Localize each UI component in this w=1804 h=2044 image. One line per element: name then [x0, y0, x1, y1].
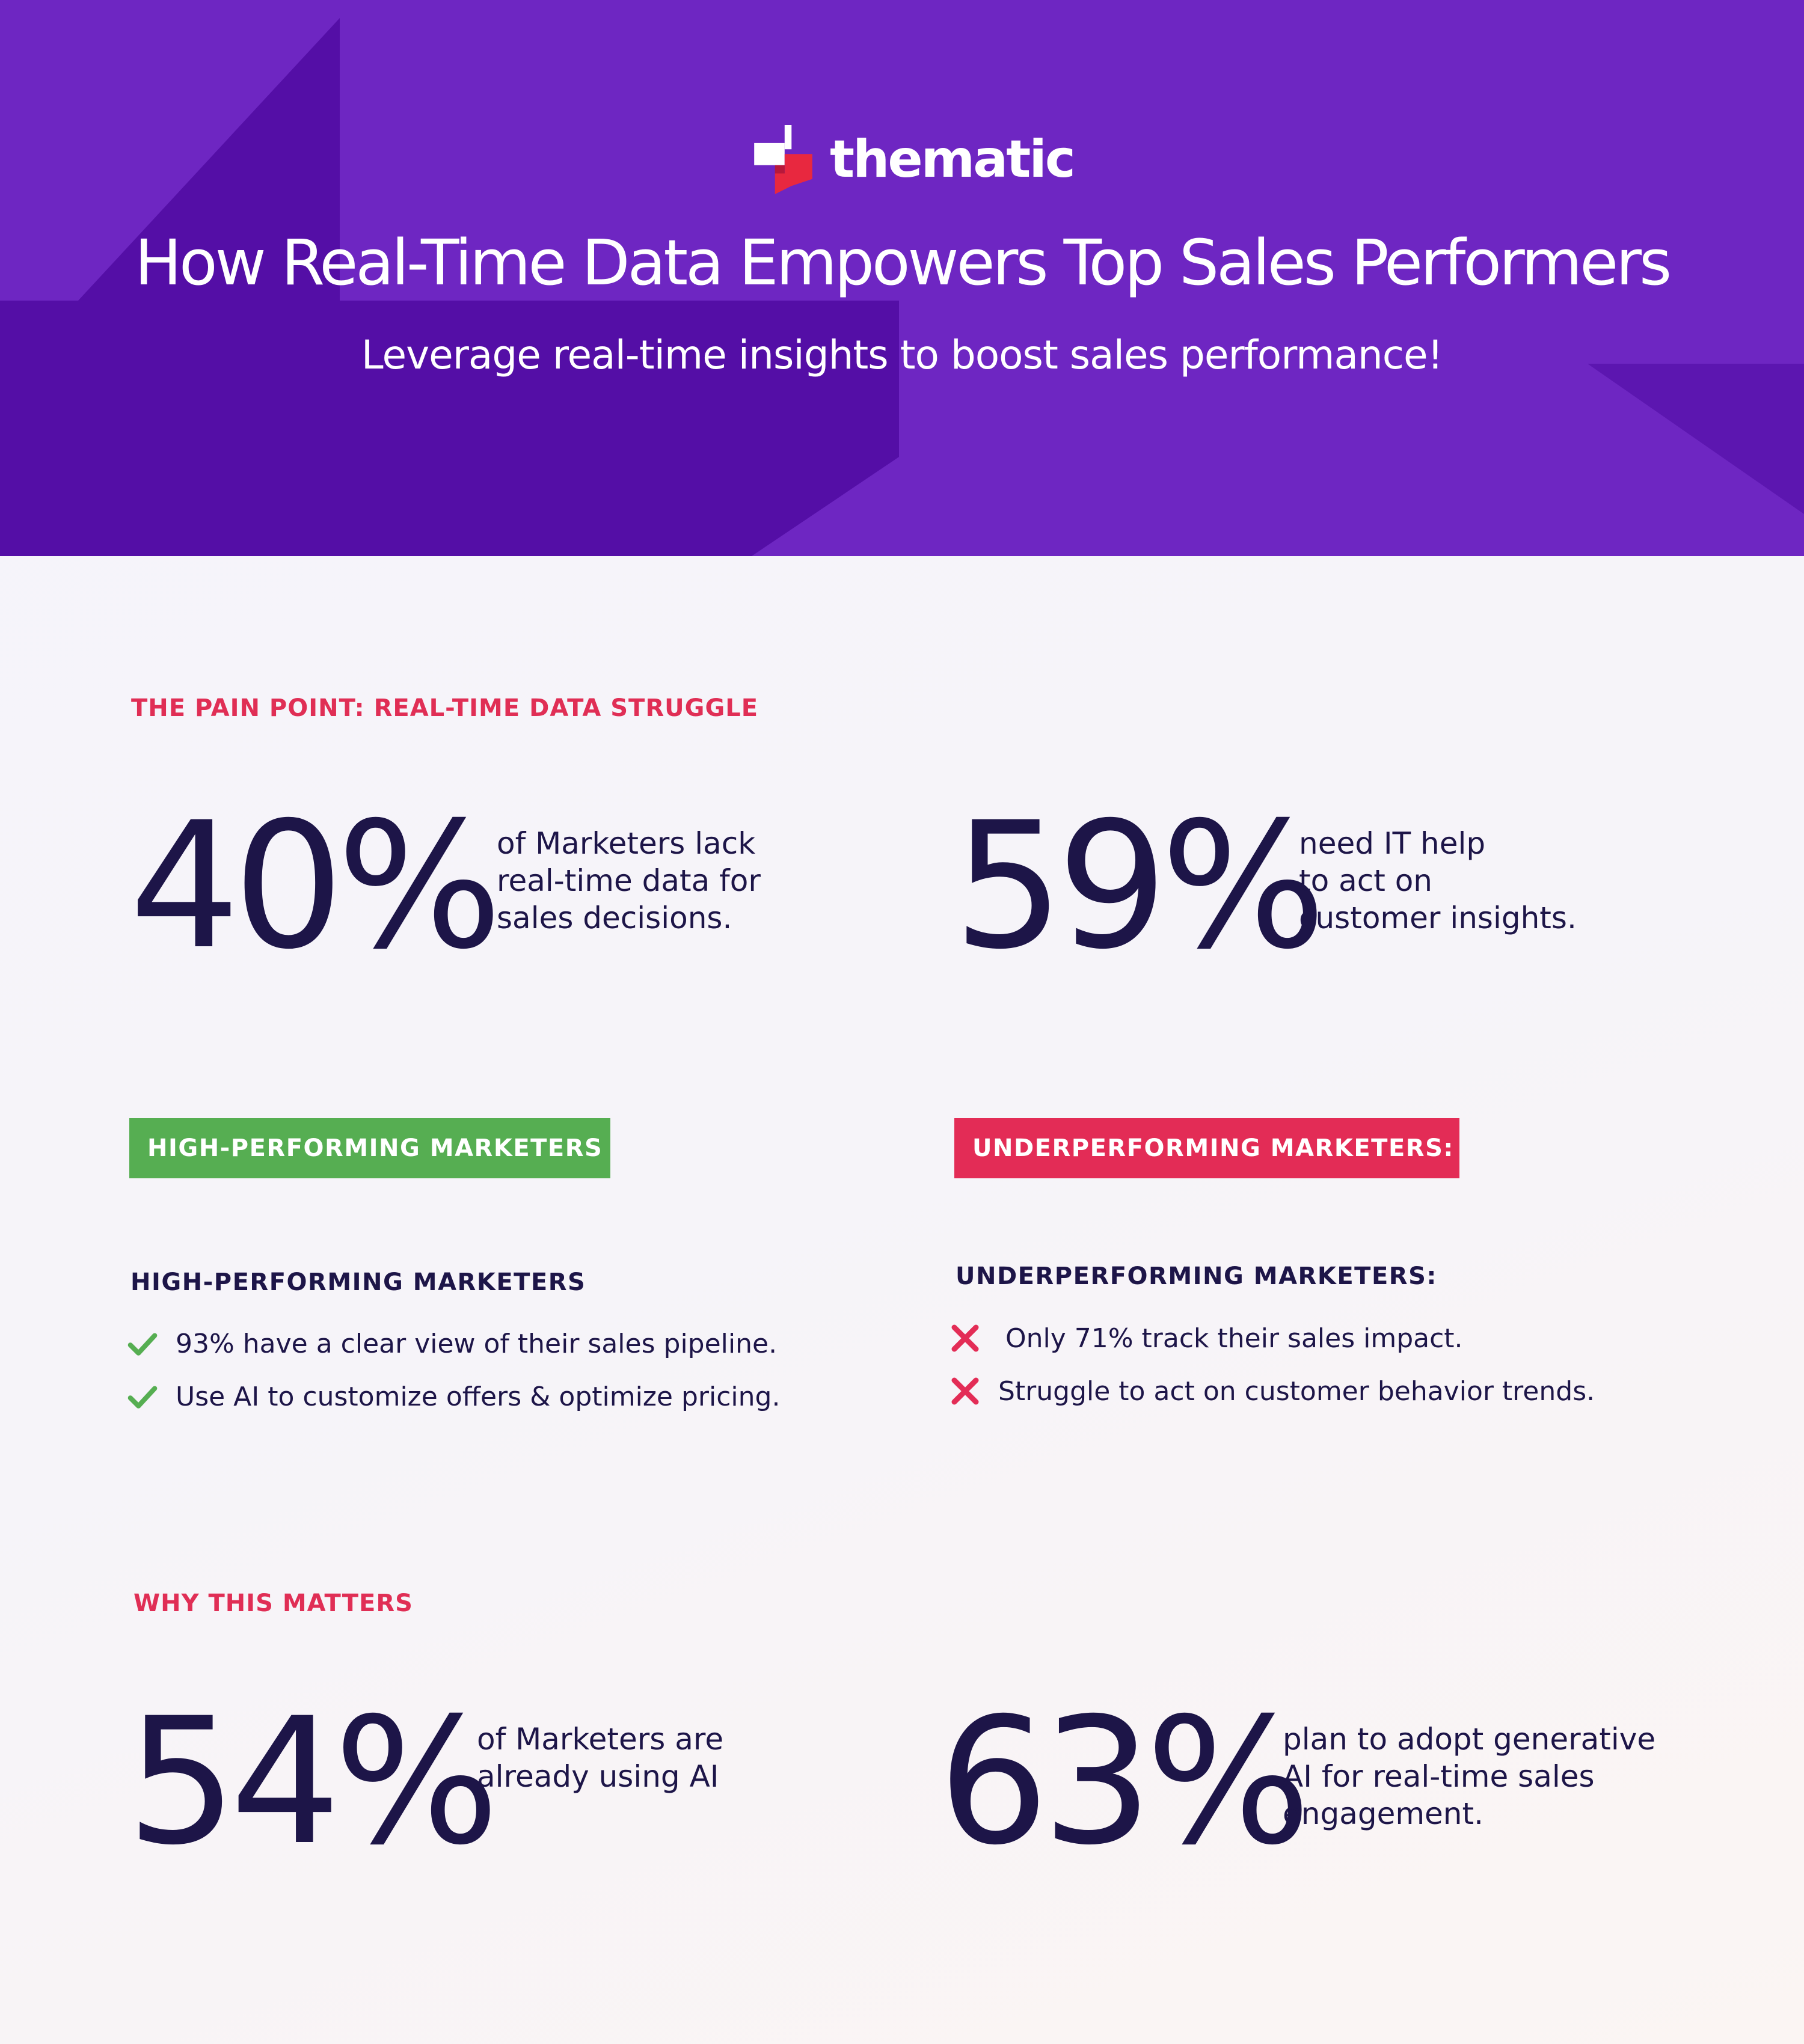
x-icon: [951, 1324, 979, 1352]
underperforming-heading: UNDERPERFORMING MARKETERS:: [956, 1262, 1437, 1290]
logo-wordmark: thematic: [830, 129, 1076, 189]
list-item-text: Struggle to act on customer behavior tre…: [998, 1375, 1595, 1407]
list-item: Only 71% track their sales impact.: [949, 1320, 1463, 1356]
hero-banner: thematic How Real-Time Data Empowers Top…: [0, 0, 1804, 556]
stat-value-54: 54%: [126, 1681, 500, 1883]
page-subtitle: Leverage real-time insights to boost sal…: [361, 332, 1443, 378]
stat-value-59: 59%: [953, 785, 1327, 988]
underperforming-badge: UNDERPERFORMING MARKETERS:: [954, 1118, 1459, 1178]
check-icon: [127, 1386, 158, 1409]
high-performing-heading: HIGH-PERFORMING MARKETERS: [130, 1268, 586, 1296]
thematic-logo: thematic: [749, 123, 1076, 195]
thematic-logo-icon: [754, 124, 812, 194]
why-matters-label: WHY THIS MATTERS: [133, 1590, 413, 1617]
stat-line: of Marketers lack: [497, 826, 756, 861]
stat-description-63: plan to adopt generative AI for real-tim…: [1283, 1721, 1655, 1832]
stat-line: sales decisions.: [497, 901, 732, 935]
stat-line: already using AI: [477, 1759, 719, 1794]
stat-value-63: 63%: [938, 1681, 1312, 1883]
stat-line: of Marketers are: [477, 1722, 724, 1757]
stat-value-40: 40%: [129, 785, 503, 988]
list-item: 93% have a clear view of their sales pip…: [126, 1326, 777, 1362]
stat-line: engagement.: [1283, 1796, 1483, 1831]
list-item-text: 93% have a clear view of their sales pip…: [176, 1328, 778, 1359]
pain-point-label: THE PAIN POINT: REAL-TIME DATA STRUGGLE: [131, 694, 759, 722]
stat-line: need IT help: [1299, 826, 1486, 861]
page-title: How Real-Time Data Empowers Top Sales Pe…: [134, 226, 1672, 299]
x-icon: [951, 1377, 979, 1405]
stat-line: plan to adopt generative: [1283, 1722, 1656, 1757]
list-item-text: Only 71% track their sales impact.: [1005, 1323, 1463, 1354]
stat-line: real-time data for: [497, 863, 761, 898]
stat-description-40: of Marketers lack real-time data for sal…: [497, 825, 761, 937]
high-performing-badge: HIGH-PERFORMING MARKETERS: [129, 1118, 610, 1178]
stat-description-59: need IT help to act on customer insights…: [1299, 825, 1577, 937]
list-item: Use AI to customize offers & optimize pr…: [126, 1378, 780, 1415]
list-item: Struggle to act on customer behavior tre…: [949, 1373, 1595, 1409]
stat-line: to act on: [1299, 863, 1432, 898]
stat-line: AI for real-time sales: [1283, 1759, 1595, 1794]
list-item-text: Use AI to customize offers & optimize pr…: [176, 1381, 781, 1412]
stat-line: customer insights.: [1299, 901, 1577, 935]
check-icon: [127, 1333, 158, 1356]
stat-description-54: of Marketers are already using AI: [477, 1721, 723, 1795]
hero-background-shapes: [0, 0, 1804, 556]
